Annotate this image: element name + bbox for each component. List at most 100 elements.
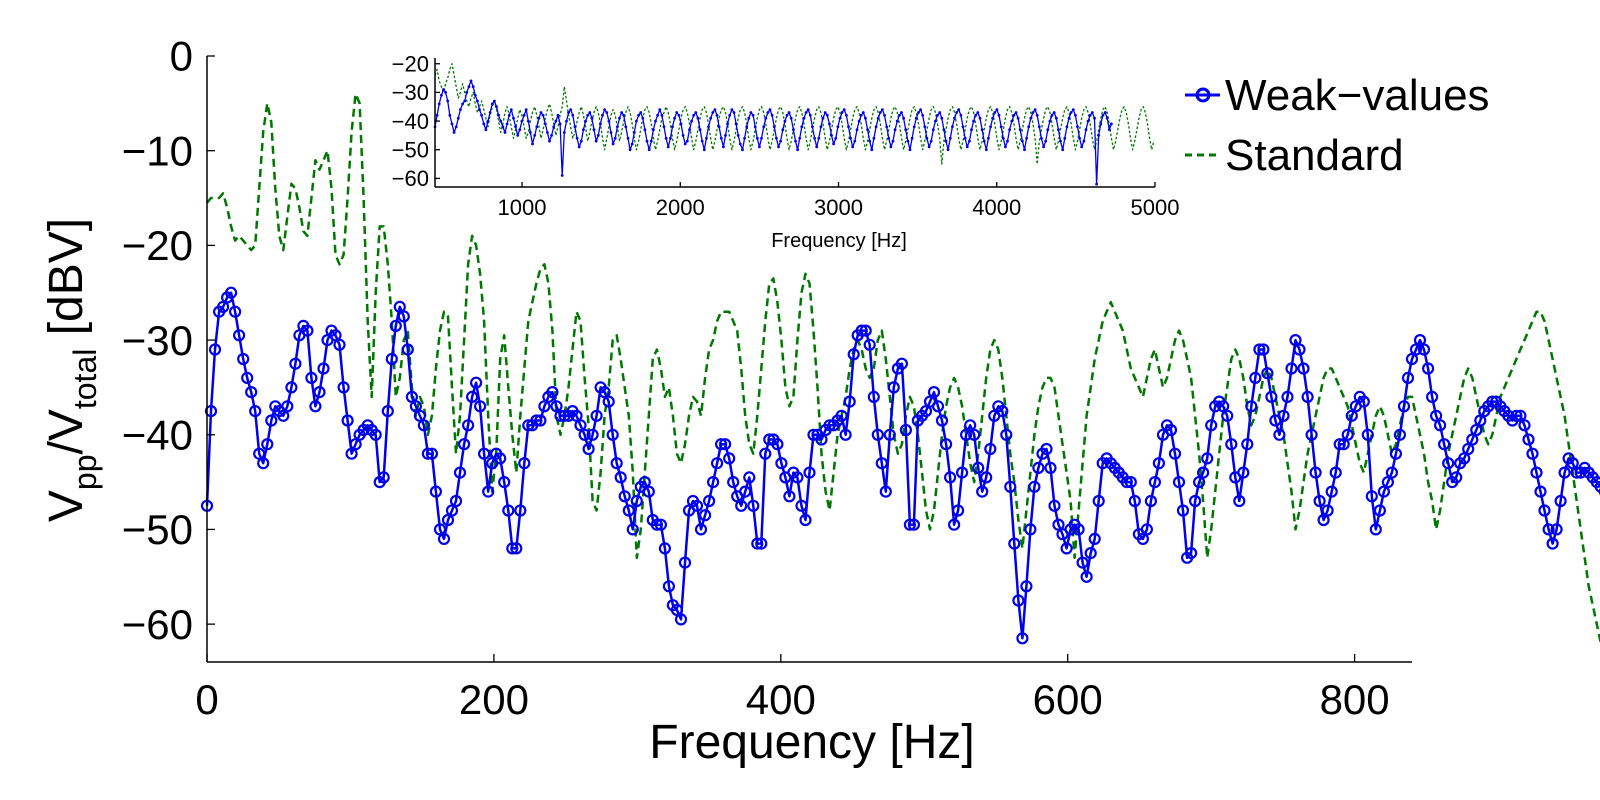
data-point	[948, 136, 952, 140]
data-point	[912, 125, 916, 129]
data-point	[592, 128, 596, 132]
data-point	[482, 485, 495, 498]
data-point	[931, 128, 935, 132]
data-point	[679, 122, 683, 126]
inset-x-axis-label: Frequency [Hz]	[771, 230, 907, 252]
data-point	[895, 119, 899, 123]
data-point	[582, 128, 585, 132]
data-point	[658, 542, 672, 555]
data-point	[931, 400, 945, 413]
data-point	[718, 438, 732, 451]
data-point	[289, 357, 302, 370]
data-point	[732, 111, 736, 114]
x-tick-label: 5000	[1131, 195, 1180, 220]
data-point	[261, 438, 274, 451]
data-point	[1442, 457, 1455, 470]
data-point	[506, 542, 519, 555]
data-point	[514, 125, 517, 129]
data-point	[1233, 494, 1246, 508]
data-point	[759, 447, 772, 460]
data-point	[529, 131, 532, 134]
data-point	[696, 116, 700, 120]
data-point	[497, 113, 500, 117]
data-point	[839, 428, 852, 441]
x-tick-label: 2000	[656, 195, 705, 220]
data-point	[577, 145, 581, 149]
data-point	[1184, 546, 1198, 560]
main-plot: 0−10−20−30−40−50−600 200 400 600 800 Frequen…	[40, 33, 1600, 769]
data-point	[817, 136, 821, 140]
data-point	[465, 91, 469, 94]
data-point	[1365, 490, 1378, 503]
data-point	[1273, 428, 1286, 441]
data-point	[951, 125, 954, 129]
data-point	[1550, 523, 1563, 536]
data-point	[459, 108, 462, 111]
data-point	[749, 111, 753, 114]
data-point	[791, 471, 804, 484]
data-point	[861, 111, 865, 114]
data-point	[823, 111, 827, 114]
data-point	[677, 113, 681, 117]
data-point	[1071, 108, 1075, 111]
data-point	[389, 319, 402, 332]
data-point	[397, 310, 410, 323]
data-point	[377, 471, 390, 484]
data-point	[522, 113, 526, 117]
data-point	[843, 395, 856, 408]
data-point	[1558, 466, 1571, 479]
data-point	[1008, 537, 1021, 550]
data-point	[768, 108, 772, 111]
data-point	[1261, 367, 1274, 380]
data-point	[313, 386, 326, 399]
data-point	[456, 116, 460, 120]
data-point	[828, 122, 831, 126]
legend-entry-weak-values: Weak−values	[1185, 71, 1490, 120]
data-point	[987, 136, 990, 140]
data-point	[531, 142, 534, 146]
data-point	[1554, 494, 1567, 508]
legend-standard-label: Standard	[1225, 131, 1404, 180]
data-point	[369, 428, 382, 441]
data-point	[940, 116, 944, 120]
data-point	[458, 438, 471, 451]
y-tick-label: −40	[122, 411, 193, 458]
data-point	[526, 119, 530, 123]
x-tick-label: 800	[1320, 676, 1390, 723]
data-point	[516, 134, 520, 137]
data-point	[1040, 442, 1053, 456]
data-point	[879, 485, 892, 498]
data-point	[590, 116, 594, 120]
x-tick-label: 1000	[498, 195, 547, 220]
data-point	[1172, 476, 1186, 489]
data-point	[470, 376, 483, 389]
data-point	[849, 136, 852, 140]
data-point	[927, 386, 941, 399]
data-point	[735, 499, 748, 512]
data-point	[694, 111, 698, 114]
data-point	[1397, 400, 1411, 413]
data-point	[575, 136, 579, 140]
data-point	[1546, 537, 1559, 550]
y-tick-label: −60	[122, 601, 193, 648]
data-point	[654, 119, 657, 123]
data-point	[1018, 128, 1022, 132]
data-point	[637, 113, 640, 117]
data-point	[825, 113, 829, 117]
data-point	[723, 452, 736, 465]
data-point	[1313, 494, 1326, 508]
data-point	[421, 447, 434, 460]
data-point	[548, 139, 551, 143]
data-point	[792, 128, 795, 132]
data-point	[453, 466, 467, 479]
y-tick-label: −50	[122, 506, 193, 553]
data-point	[891, 139, 895, 143]
data-point	[635, 119, 638, 123]
data-point	[851, 145, 855, 149]
data-point	[1097, 134, 1101, 137]
data-point	[1249, 371, 1262, 384]
data-point	[690, 119, 693, 123]
data-point	[1059, 139, 1062, 143]
data-point	[747, 499, 760, 512]
data-point	[859, 324, 872, 337]
